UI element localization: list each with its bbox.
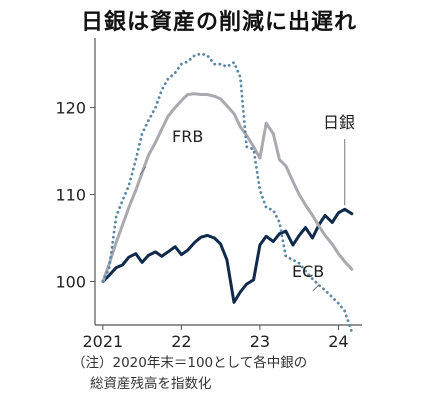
x-tick-label: 23 bbox=[250, 332, 270, 351]
x-tick-label: 2021 bbox=[82, 332, 123, 351]
chart-title: 日銀は資産の削減に出遅れ bbox=[80, 10, 357, 35]
series-line-FRB bbox=[101, 92, 354, 283]
series-layer bbox=[101, 52, 354, 334]
axes: 100 110 120 2021 22 23 24 bbox=[55, 38, 362, 351]
y-tick-label: 120 bbox=[55, 99, 86, 118]
x-tick-label: 22 bbox=[171, 332, 191, 351]
series-label-ECB: ECB bbox=[292, 262, 324, 281]
series-label-BOJ: 日銀 bbox=[323, 113, 355, 132]
x-tick-label: 24 bbox=[328, 332, 348, 351]
footnote: （注）2020年末＝100として各中銀の 総資産残高を指数化 bbox=[72, 353, 307, 395]
frb-leader-line bbox=[139, 166, 147, 176]
series-line-日銀 bbox=[101, 207, 354, 304]
series-labels: FRB 日銀 ECB bbox=[139, 113, 355, 292]
footnote-line-1: （注）2020年末＝100として各中銀の bbox=[72, 355, 308, 371]
footnote-line-2: 総資産残高を指数化 bbox=[90, 376, 212, 392]
y-tick-label: 110 bbox=[55, 186, 86, 205]
series-label-FRB: FRB bbox=[172, 127, 203, 146]
y-tick-label: 100 bbox=[55, 273, 86, 292]
series-line-ECB bbox=[101, 52, 354, 334]
ecb-leader-line bbox=[312, 284, 320, 292]
